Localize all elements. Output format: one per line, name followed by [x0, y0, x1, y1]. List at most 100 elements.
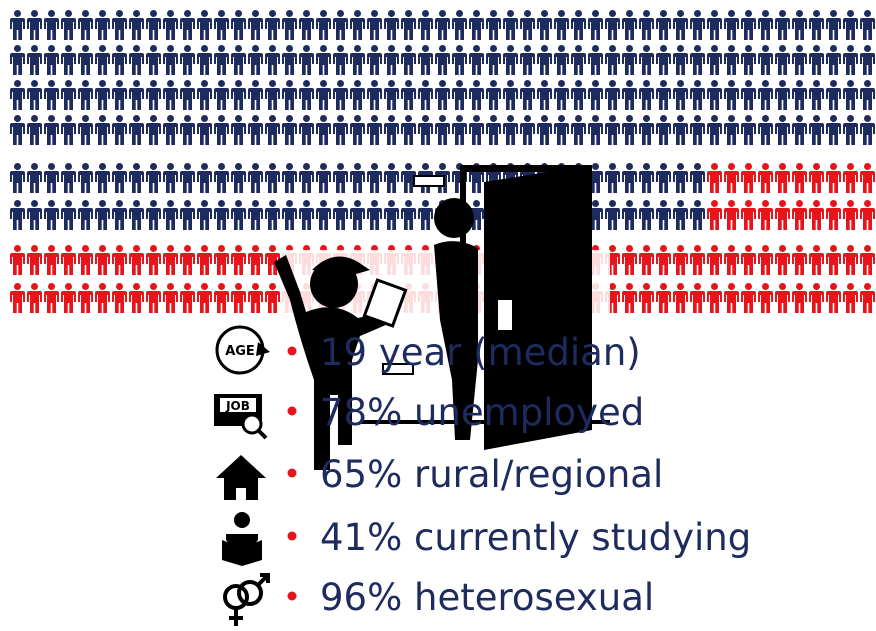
- person-icon: [826, 115, 841, 145]
- person-icon: [622, 200, 637, 230]
- person-icon: [95, 10, 110, 40]
- person-icon: [333, 200, 348, 230]
- person-icon: [843, 115, 858, 145]
- person-icon: [333, 10, 348, 40]
- person-icon: [690, 200, 705, 230]
- person-icon: [197, 245, 212, 275]
- person-icon: [741, 115, 756, 145]
- person-icon: [27, 245, 42, 275]
- person-icon: [146, 45, 161, 75]
- person-icon: [95, 283, 110, 313]
- person-icon: [44, 245, 59, 275]
- person-icon: [588, 45, 603, 75]
- person-icon: [180, 163, 195, 193]
- person-icon: [180, 115, 195, 145]
- person-icon: [843, 283, 858, 313]
- person-icon: [44, 115, 59, 145]
- person-icon: [673, 115, 688, 145]
- person-icon: [146, 115, 161, 145]
- person-icon: [61, 163, 76, 193]
- person-icon: [554, 45, 569, 75]
- person-icon: [44, 200, 59, 230]
- person-icon: [10, 200, 25, 230]
- person-icon: [792, 80, 807, 110]
- person-icon: [384, 45, 399, 75]
- person-icon: [231, 283, 246, 313]
- person-icon: [367, 115, 382, 145]
- person-icon: [775, 245, 790, 275]
- person-icon: [741, 245, 756, 275]
- person-icon: [282, 163, 297, 193]
- person-icon: [707, 10, 722, 40]
- person-icon: [741, 163, 756, 193]
- person-icon: [61, 283, 76, 313]
- person-icon: [622, 283, 637, 313]
- person-icon: [452, 45, 467, 75]
- person-icon: [435, 115, 450, 145]
- person-icon: [571, 115, 586, 145]
- bullet-text: 65% rural/regional: [320, 453, 663, 496]
- person-icon: [197, 115, 212, 145]
- person-icon: [724, 10, 739, 40]
- person-icon: [129, 245, 144, 275]
- person-icon: [282, 10, 297, 40]
- person-icon: [401, 200, 416, 230]
- age-label: AGE: [225, 344, 255, 359]
- person-icon: [707, 200, 722, 230]
- person-icon: [129, 45, 144, 75]
- person-icon: [826, 45, 841, 75]
- person-icon: [350, 200, 365, 230]
- person-icon: [27, 10, 42, 40]
- person-icon: [724, 283, 739, 313]
- person-icon: [792, 163, 807, 193]
- person-icon: [639, 45, 654, 75]
- bullet-dot: [288, 407, 297, 416]
- person-icon: [537, 45, 552, 75]
- person-icon: [248, 283, 263, 313]
- person-icon: [469, 80, 484, 110]
- person-icon: [44, 283, 59, 313]
- person-icon: [61, 45, 76, 75]
- person-icon: [163, 283, 178, 313]
- person-icon: [333, 80, 348, 110]
- person-icon: [622, 115, 637, 145]
- person-icon: [792, 115, 807, 145]
- person-icon: [673, 163, 688, 193]
- person-icon: [231, 245, 246, 275]
- bullet-dot: [288, 532, 297, 541]
- person-icon: [146, 163, 161, 193]
- person-icon: [350, 10, 365, 40]
- person-icon: [792, 45, 807, 75]
- person-icon: [401, 45, 416, 75]
- person-icon: [231, 80, 246, 110]
- person-icon: [588, 115, 603, 145]
- person-icon: [673, 10, 688, 40]
- person-icon: [843, 200, 858, 230]
- age-icon: AGE: [217, 327, 270, 373]
- person-icon: [622, 45, 637, 75]
- person-icon: [265, 45, 280, 75]
- person-icon: [163, 163, 178, 193]
- bullet-dot: [288, 592, 297, 601]
- person-icon: [707, 283, 722, 313]
- person-icon: [741, 45, 756, 75]
- person-icon: [146, 200, 161, 230]
- person-icon: [367, 163, 382, 193]
- person-icon: [724, 245, 739, 275]
- person-icon: [452, 10, 467, 40]
- person-icon: [758, 283, 773, 313]
- person-icon: [690, 80, 705, 110]
- person-icon: [758, 200, 773, 230]
- person-icon: [588, 10, 603, 40]
- person-icon: [571, 10, 586, 40]
- person-icon: [112, 200, 127, 230]
- person-icon: [469, 10, 484, 40]
- person-icon: [214, 45, 229, 75]
- person-icon: [180, 45, 195, 75]
- person-icon: [707, 45, 722, 75]
- person-icon: [299, 115, 314, 145]
- person-icon: [78, 163, 93, 193]
- person-icon: [248, 45, 263, 75]
- person-icon: [214, 80, 229, 110]
- person-icon: [282, 200, 297, 230]
